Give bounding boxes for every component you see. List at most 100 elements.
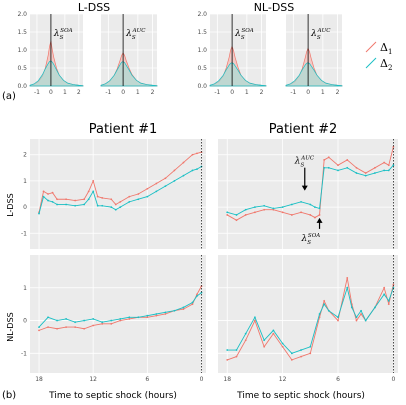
series-point-2 (327, 166, 330, 169)
series-point-1 (244, 339, 247, 342)
series-point-2 (137, 198, 140, 201)
legend-label-delta-2: Δ2 (380, 57, 392, 72)
x-tick-label: -1 (290, 89, 296, 96)
series-point-2 (355, 172, 358, 174)
series-line-2 (38, 292, 202, 328)
plot-area (218, 255, 398, 373)
series-point-2 (137, 316, 140, 319)
series-point-1 (392, 283, 395, 286)
x-tick-label: 1 (245, 89, 249, 96)
series-point-1 (272, 208, 275, 211)
series-point-2 (196, 168, 198, 171)
column-title-patient-2: Patient #2 (269, 122, 338, 137)
x-tick-label: 0 (121, 89, 125, 96)
series-point-1 (74, 199, 77, 202)
series-point-2 (254, 316, 256, 319)
series-point-2 (83, 203, 86, 206)
density-series-2 (285, 62, 343, 87)
series-point-1 (355, 166, 358, 169)
lambda-sub: S (60, 35, 64, 41)
x-axis-label-left: Time to septic shock (hours) (48, 391, 177, 401)
series-point-2 (323, 303, 326, 306)
series-point-1 (300, 355, 302, 358)
series-point-2 (200, 291, 203, 294)
series-point-1 (290, 214, 293, 216)
series-point-2 (364, 174, 367, 177)
series-point-2 (92, 190, 95, 193)
series-point-2 (263, 204, 266, 207)
plot-area (30, 255, 206, 373)
x-tick-label: 6 (145, 376, 149, 383)
series-point-2 (235, 349, 238, 351)
y-tick-label: 1.0 (17, 47, 27, 54)
series-point-1 (47, 326, 49, 329)
series-point-2 (355, 316, 358, 319)
series-point-2 (263, 339, 266, 342)
series-point-1 (337, 319, 339, 322)
legend-label-delta-1: Δ1 (380, 41, 392, 56)
series-point-1 (323, 159, 326, 161)
panel-a2: -1 0 1 2 λSAUC (100, 13, 158, 96)
series-point-2 (374, 306, 376, 309)
series-point-2 (182, 174, 185, 177)
x-tick-label: 0 (306, 89, 310, 96)
series-point-2 (244, 208, 247, 211)
series-point-2 (235, 214, 238, 216)
lambda-sup: SOA (241, 28, 253, 34)
lambda-annotation: λSSOA (234, 28, 254, 41)
series-point-2 (65, 203, 68, 206)
series-point-1 (254, 319, 256, 322)
series-point-2 (337, 316, 339, 319)
series-point-2 (42, 195, 45, 198)
panel-a1: 0.0 0.5 1.0 1.5 2.0 -1 0 1 2 λSSOA (17, 11, 84, 96)
series-point-1 (128, 318, 131, 320)
series-point-2 (272, 329, 275, 332)
series-point-2 (254, 206, 256, 208)
series-point-1 (235, 355, 238, 358)
legend-sub-delta-2: 2 (388, 64, 392, 72)
x-axis-label-right: Time to septic shock (hours) (236, 391, 365, 401)
lambda-sub: S (132, 35, 136, 41)
series-point-2 (155, 190, 158, 193)
series-point-2 (314, 206, 316, 208)
series-point-2 (173, 309, 176, 312)
panel-a4: -1 0 1 2 λSAUC (285, 13, 343, 96)
lambda-annotation: λSAUC (310, 28, 331, 41)
y-tick-label: 0.0 (17, 83, 27, 90)
series-point-2 (96, 204, 99, 207)
series-point-2 (290, 203, 293, 206)
series-point-2 (226, 211, 229, 214)
legend-item-delta-1: Δ1 (365, 41, 392, 56)
series-point-1 (290, 358, 293, 361)
series-point-1 (263, 208, 266, 211)
series-point-2 (281, 206, 284, 208)
y-tick-label: 2.0 (17, 11, 27, 18)
series-point-1 (155, 314, 158, 317)
legend: Δ1 Δ2 (365, 41, 392, 72)
density-series-2 (209, 62, 267, 87)
series-point-1 (65, 198, 68, 201)
series-line-1 (38, 285, 202, 331)
lambda-symbol: λ (53, 29, 60, 39)
series-point-1 (191, 153, 194, 156)
y-tick-label: 0.5 (197, 65, 207, 72)
series-point-1 (323, 299, 326, 302)
lambda-symbol: λ (234, 29, 241, 39)
series-point-2 (346, 286, 349, 289)
series-point-2 (392, 286, 395, 289)
panel-b22: 18 12 6 0 (218, 255, 398, 383)
series-point-2 (146, 195, 149, 198)
y-tick-label: 1 (23, 285, 27, 292)
series-point-2 (318, 207, 321, 210)
series-point-2 (300, 349, 302, 351)
series-point-1 (226, 214, 229, 216)
x-tick-label: -1 (214, 89, 220, 96)
series-point-2 (92, 318, 95, 320)
series-point-2 (244, 332, 247, 335)
x-tick-label: 0 (200, 376, 204, 383)
y-tick-label: 1.5 (17, 29, 27, 36)
series-point-1 (254, 211, 256, 214)
arrow-soa-head (316, 217, 323, 223)
series-point-2 (383, 293, 386, 296)
series-point-2 (182, 306, 185, 309)
